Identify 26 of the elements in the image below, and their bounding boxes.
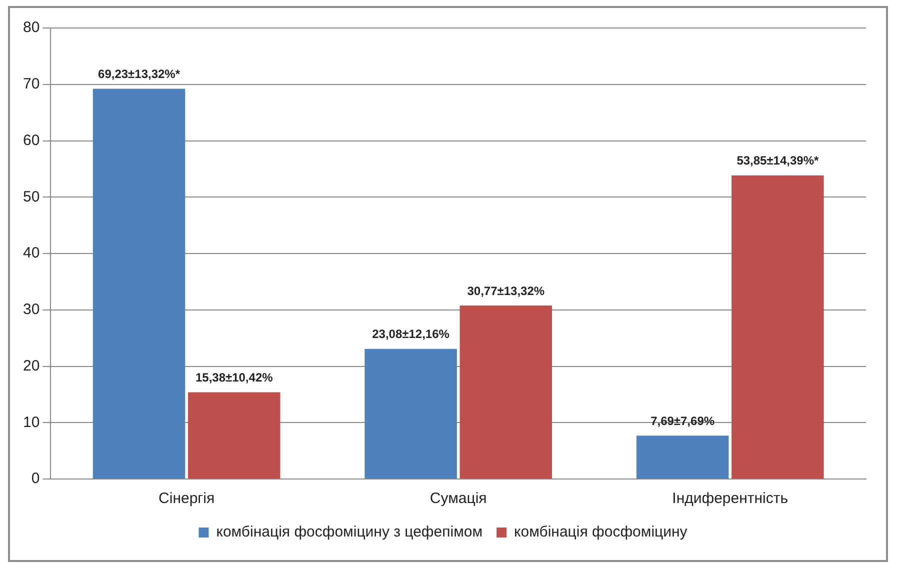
x-tick-label: Сумація xyxy=(430,490,487,508)
data-label: 53,85±14,39%* xyxy=(736,154,819,168)
bar xyxy=(636,436,729,478)
bar xyxy=(92,88,186,478)
y-tick-label: 0 xyxy=(31,470,40,488)
data-label: 69,23±13,32%* xyxy=(98,67,180,82)
legend-label: комбінація фосфоміцину xyxy=(514,524,688,541)
y-tick-label: 50 xyxy=(22,188,40,206)
bar xyxy=(732,175,824,478)
y-tick-label: 10 xyxy=(22,414,40,431)
bar xyxy=(364,348,457,478)
data-label: 15,38±10,42% xyxy=(195,370,274,385)
bar xyxy=(188,392,280,478)
data-label: 30,77±13,32% xyxy=(467,284,545,298)
x-tick-label: Сінергія xyxy=(158,490,215,508)
y-tick-label: 40 xyxy=(22,244,40,262)
data-label: 23,08±12,16% xyxy=(372,327,450,342)
bar xyxy=(460,306,552,478)
y-tick-label: 20 xyxy=(22,357,40,374)
legend-label: комбінація фосфоміцину з цефепімом xyxy=(216,524,483,541)
data-label: 7,69±7,69% xyxy=(650,414,715,428)
y-tick-label: 80 xyxy=(22,19,40,36)
y-tick-label: 30 xyxy=(22,301,40,318)
y-tick-label: 70 xyxy=(22,76,40,93)
x-tick-label: Індиферентність xyxy=(672,490,788,508)
y-tick-label: 60 xyxy=(22,132,40,149)
